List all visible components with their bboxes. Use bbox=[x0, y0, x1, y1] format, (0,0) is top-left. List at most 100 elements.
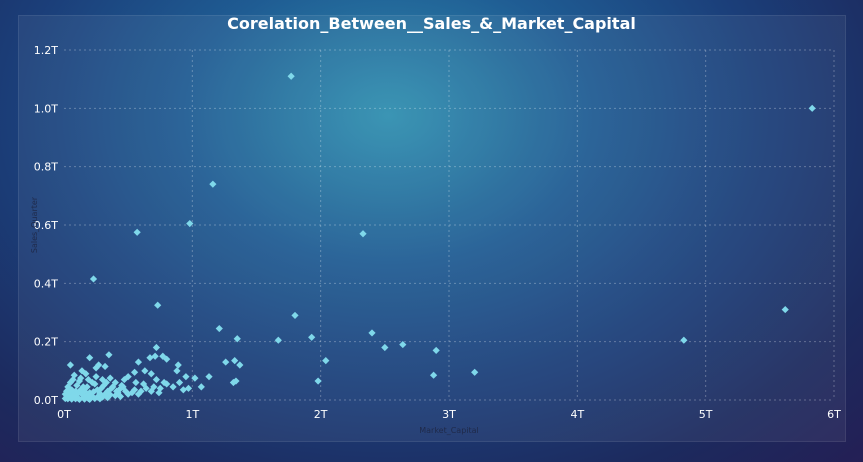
scatter-point[interactable] bbox=[471, 368, 479, 376]
scatter-point[interactable] bbox=[142, 384, 150, 392]
scatter-point[interactable] bbox=[184, 384, 193, 392]
scatter-point[interactable] bbox=[86, 395, 94, 404]
x-axis-label: Market_Capital bbox=[419, 426, 479, 435]
y-tick-label: 1.0T bbox=[34, 102, 58, 115]
scatter-point[interactable] bbox=[97, 384, 105, 392]
scatter-point[interactable] bbox=[808, 104, 816, 112]
scatter-point[interactable] bbox=[82, 370, 90, 378]
scatter-point[interactable] bbox=[69, 392, 77, 400]
scatter-point[interactable] bbox=[141, 367, 149, 375]
scatter-point[interactable] bbox=[314, 377, 322, 385]
scatter-point[interactable] bbox=[680, 336, 688, 344]
scatter-point[interactable] bbox=[66, 361, 75, 369]
scatter-point[interactable] bbox=[359, 230, 367, 238]
scatter-point[interactable] bbox=[205, 373, 213, 381]
scatter-point[interactable] bbox=[104, 394, 112, 402]
scatter-point[interactable] bbox=[231, 357, 239, 365]
scatter-point[interactable] bbox=[128, 389, 136, 397]
scatter-point[interactable] bbox=[130, 386, 139, 394]
scatter-point[interactable] bbox=[147, 370, 155, 378]
scatter-point[interactable] bbox=[105, 351, 113, 359]
scatter-point[interactable] bbox=[91, 380, 99, 388]
x-tick-label: 4T bbox=[570, 408, 584, 421]
scatter-point[interactable] bbox=[106, 374, 114, 382]
scatter-point[interactable] bbox=[781, 305, 789, 314]
scatter-point[interactable] bbox=[89, 275, 98, 283]
scatter-point[interactable] bbox=[137, 387, 145, 395]
scatter-point[interactable] bbox=[236, 361, 244, 369]
scatter-point[interactable] bbox=[120, 375, 128, 384]
scatter-point[interactable] bbox=[74, 389, 82, 397]
scatter-point[interactable] bbox=[92, 373, 100, 381]
scatter-point[interactable] bbox=[133, 228, 141, 236]
scatter-point[interactable] bbox=[381, 343, 389, 352]
scatter-point[interactable] bbox=[308, 333, 316, 341]
scatter-point[interactable] bbox=[98, 375, 107, 384]
scatter-point[interactable] bbox=[229, 378, 237, 387]
scatter-point[interactable] bbox=[163, 355, 171, 363]
scatter-point[interactable] bbox=[77, 374, 85, 382]
scatter-point[interactable] bbox=[124, 373, 132, 381]
scatter-point[interactable] bbox=[101, 362, 109, 371]
scatter-point[interactable] bbox=[399, 340, 407, 349]
scatter-point[interactable] bbox=[96, 389, 104, 398]
scatter-point[interactable] bbox=[233, 335, 241, 343]
scatter-point[interactable] bbox=[215, 324, 223, 333]
scatter-point[interactable] bbox=[73, 381, 81, 390]
scatter-point[interactable] bbox=[93, 393, 101, 401]
scatter-point[interactable] bbox=[69, 375, 77, 384]
scatter-point[interactable] bbox=[80, 395, 89, 403]
scatter-point[interactable] bbox=[116, 392, 125, 401]
scatter-point[interactable] bbox=[75, 395, 83, 404]
scatter-point[interactable] bbox=[186, 219, 194, 228]
scatter-point[interactable] bbox=[107, 384, 116, 392]
scatter-point[interactable] bbox=[368, 329, 376, 337]
scatter-point[interactable] bbox=[430, 371, 438, 379]
scatter-point[interactable] bbox=[91, 394, 99, 403]
scatter-point[interactable] bbox=[77, 386, 85, 394]
scatter-point[interactable] bbox=[92, 364, 100, 372]
scatter-point[interactable] bbox=[93, 386, 101, 394]
scatter-point[interactable] bbox=[175, 378, 184, 387]
scatter-point[interactable] bbox=[274, 336, 282, 344]
scatter-point[interactable] bbox=[150, 383, 158, 391]
y-tick-label: 0.0T bbox=[34, 394, 58, 407]
scatter-point[interactable] bbox=[98, 393, 107, 401]
scatter-point[interactable] bbox=[152, 343, 160, 352]
scatter-point[interactable] bbox=[191, 374, 199, 382]
scatter-point[interactable] bbox=[119, 383, 127, 391]
scatter-point[interactable] bbox=[287, 72, 295, 80]
scatter-point[interactable] bbox=[222, 358, 230, 366]
scatter-point[interactable] bbox=[134, 358, 143, 366]
scatter-point[interactable] bbox=[68, 386, 76, 394]
scatter-point[interactable] bbox=[174, 361, 182, 369]
scatter-point[interactable] bbox=[151, 352, 159, 360]
scatter-point[interactable] bbox=[182, 373, 190, 381]
scatter-point[interactable] bbox=[152, 375, 160, 384]
scatter-point[interactable] bbox=[102, 378, 110, 387]
scatter-point[interactable] bbox=[209, 180, 217, 188]
scatter-point[interactable] bbox=[291, 311, 299, 320]
scatter-point[interactable] bbox=[322, 357, 330, 365]
scatter-point[interactable] bbox=[160, 378, 168, 387]
scatter-point[interactable] bbox=[232, 377, 240, 385]
scatter-point[interactable] bbox=[132, 378, 140, 387]
scatter-point[interactable] bbox=[155, 389, 163, 397]
scatter-point[interactable] bbox=[113, 387, 121, 395]
scatter-point[interactable] bbox=[163, 380, 171, 388]
scatter-point[interactable] bbox=[79, 383, 87, 391]
scatter-point[interactable] bbox=[197, 383, 205, 391]
scatter-point[interactable] bbox=[84, 375, 92, 384]
scatter-point[interactable] bbox=[101, 390, 109, 398]
scatter-point[interactable] bbox=[86, 354, 94, 362]
scatter-point[interactable] bbox=[130, 368, 139, 376]
scatter-point[interactable] bbox=[154, 301, 162, 309]
scatter-point[interactable] bbox=[173, 367, 181, 375]
scatter-point[interactable] bbox=[115, 386, 123, 394]
scatter-point[interactable] bbox=[179, 386, 187, 394]
scatter-point[interactable] bbox=[146, 354, 154, 362]
scatter-point[interactable] bbox=[432, 346, 440, 355]
scatter-point[interactable] bbox=[169, 383, 177, 391]
scatter-point[interactable] bbox=[96, 395, 104, 403]
x-tick-label: 0T bbox=[57, 408, 71, 421]
